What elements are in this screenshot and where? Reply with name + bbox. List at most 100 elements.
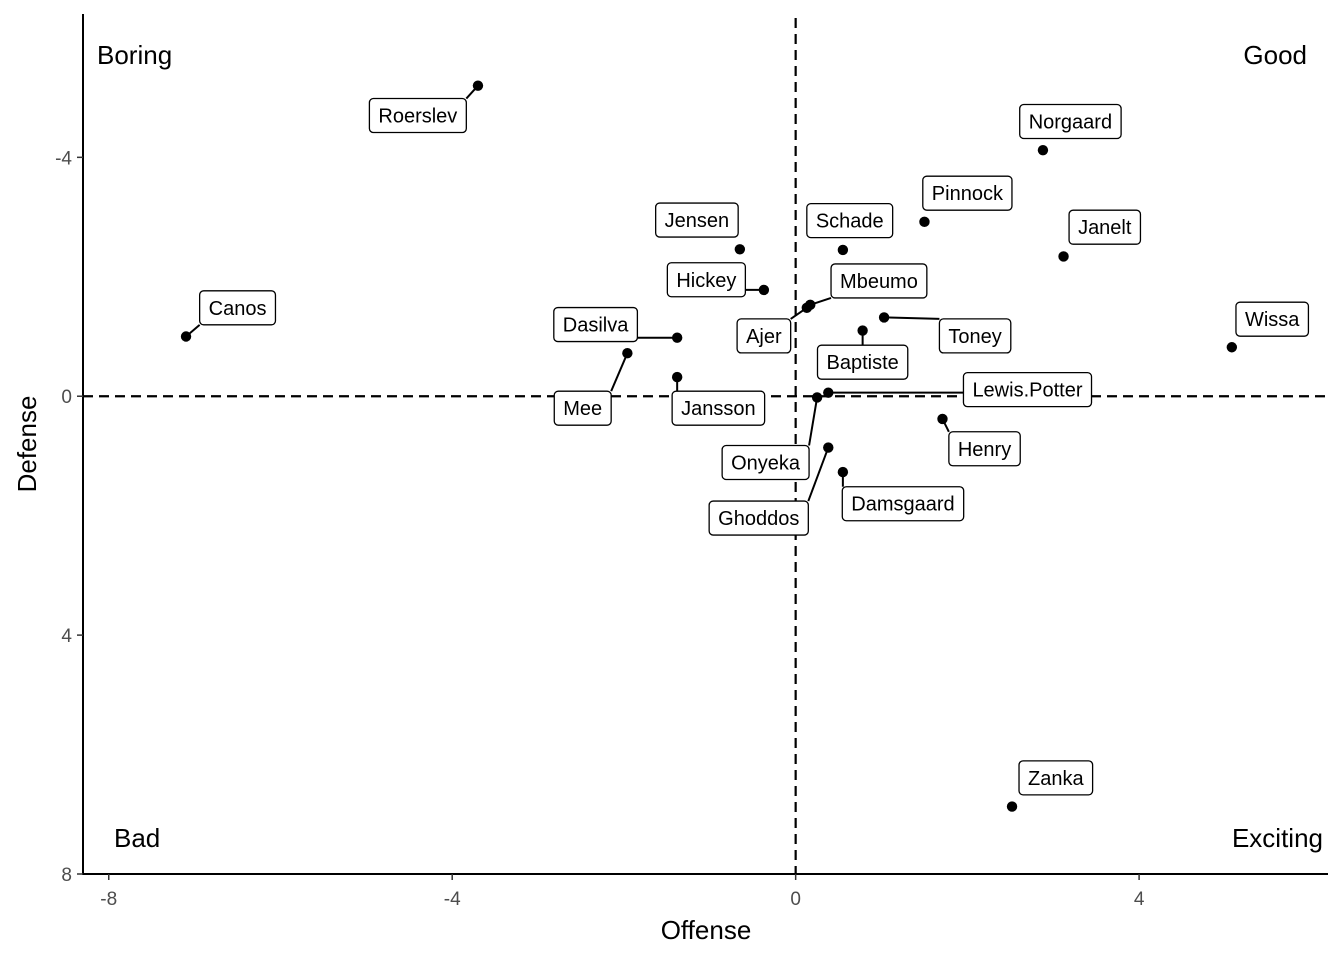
label-jensen: Jensen [655,202,739,238]
label-text: Baptiste [826,352,898,374]
point-roerslev [472,80,484,91]
label-jansson: Jansson [671,390,766,426]
label-box [368,97,467,134]
label-henry: Henry [948,431,1021,467]
point-janelt [1058,251,1069,262]
label-text: Lewis.Potter [972,380,1082,402]
label-zanka: Zanka [1018,760,1094,796]
point-toney [878,312,890,323]
y-tick-label: -4 [55,148,72,169]
label-box [962,372,1093,408]
label-lewis-potter: Lewis.Potter [962,372,1093,408]
label-text: Jansson [681,398,756,420]
label-text: Zanka [1028,768,1084,790]
label-hickey: Hickey [666,262,747,298]
label-mbeumo: Mbeumo [830,263,928,299]
label-box [198,290,277,326]
axes [82,14,1328,875]
label-onyeka: Onyeka [721,444,810,481]
label-norgaard: Norgaard [1019,103,1122,140]
label-ajer: Ajer [736,318,792,354]
label-text: Onyeka [731,453,801,475]
point-wissa [1226,342,1238,353]
point-damsgaard [837,466,849,478]
label-ghoddos: Ghoddos [708,500,809,536]
label-text: Pinnock [932,183,1004,205]
label-text: Hickey [676,270,736,292]
leader-ghoddos [807,447,830,502]
label-dasilva: Dasilva [553,306,639,343]
label-box [1068,209,1142,245]
point-onyeka [811,392,823,403]
quadrant-label-top-left: Boring [97,40,172,70]
label-box [655,202,739,238]
x-tick-label: 0 [790,889,801,910]
label-box [721,444,810,481]
label-canos: Canos [198,290,277,326]
label-box [938,318,1012,354]
leader-mee [610,352,629,392]
point-jensen [734,244,746,255]
label-damsgaard: Damsgaard [841,486,965,522]
label-janelt: Janelt [1068,209,1142,245]
label-box [816,344,909,380]
point-baptiste [857,325,868,336]
label-toney: Toney [938,318,1012,354]
quadrant-label-bottom-left: Bad [114,823,160,853]
y-tick-label: 0 [61,387,72,408]
label-text: Dasilva [563,315,629,337]
label-text: Canos [209,298,267,320]
y-tick-label: 4 [61,626,72,647]
point-schade [837,244,849,256]
label-box [666,262,747,298]
label-text: Roerslev [378,106,457,128]
quadrant-label-top-right: Good [1243,40,1307,70]
label-box [1018,760,1094,796]
point-mee [622,348,633,359]
point-henry [937,413,948,425]
point-labels: Roerslev Norgaard Pinnock Jensen Schade Janel… [198,97,1310,796]
point-norgaard [1037,144,1049,156]
label-box [841,486,965,522]
label-baptiste: Baptiste [816,344,909,380]
label-text: Norgaard [1029,112,1112,134]
label-text: Damsgaard [851,494,954,516]
point-ajer [801,302,813,314]
label-roerslev: Roerslev [368,97,467,134]
y-tick-label: 8 [61,865,72,886]
label-box [948,431,1021,467]
label-box [1019,103,1122,140]
point-zanka [1006,801,1018,812]
label-box [830,263,928,299]
label-text: Janelt [1078,217,1132,239]
label-text: Mbeumo [840,271,918,293]
leader-toney [884,316,940,320]
x-axis-title: Offense [661,915,752,945]
point-lewis-potter [823,387,834,398]
point-ghoddos [823,442,834,453]
label-text: Toney [948,326,1001,348]
x-tick-label: -4 [444,889,461,910]
quadrant-label-bottom-right: Exciting [1232,823,1323,853]
point-hickey [758,284,770,296]
label-box [736,318,792,354]
label-box [806,202,894,239]
label-schade: Schade [806,202,894,239]
label-text: Ghoddos [718,508,799,530]
label-box [553,390,612,426]
y-axis-title: Defense [12,396,42,493]
label-mee: Mee [553,390,612,426]
point-jansson [671,371,683,383]
x-tick-label: 4 [1134,889,1145,910]
label-text: Mee [563,398,602,420]
data-points [180,80,1238,812]
x-tick-label: -8 [100,889,117,910]
axis-ticks: -8 -4 0 4 -4 0 4 8 [55,148,1145,910]
leader-onyeka [808,397,819,446]
label-text: Henry [958,439,1011,461]
label-box [708,500,809,536]
label-text: Ajer [746,326,782,348]
reference-lines [83,18,1328,874]
point-pinnock [919,216,930,228]
label-box [553,306,639,343]
